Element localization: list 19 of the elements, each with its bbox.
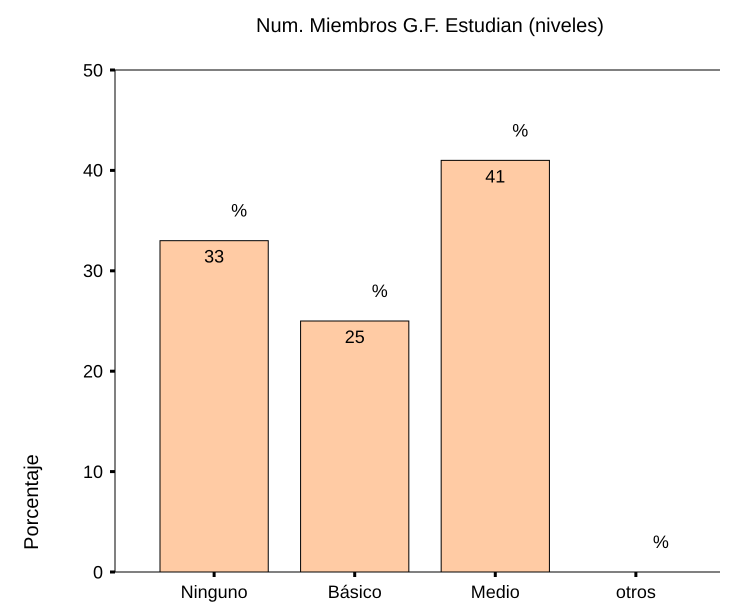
y-tick-label: 20 — [82, 362, 103, 382]
chart-title: Num. Miembros G.F. Estudian (niveles) — [256, 15, 604, 37]
y-tick-label: 0 — [92, 562, 103, 582]
y-axis-title: Porcentaje — [21, 454, 43, 550]
x-tick-label: Medio — [470, 582, 520, 602]
x-tick-label: Básico — [328, 582, 382, 602]
x-tick-label: otros — [616, 582, 656, 602]
data-label: 33 — [204, 246, 224, 267]
annotation: % — [652, 532, 669, 552]
data-label: 25 — [344, 327, 365, 347]
annotation: % — [512, 120, 528, 140]
data-label: 41 — [485, 166, 506, 186]
y-tick-label: 40 — [82, 160, 103, 181]
y-tick-label: 30 — [82, 261, 103, 282]
y-tick-label: 10 — [82, 462, 103, 482]
annotation: % — [231, 200, 248, 221]
x-tick-label: Ninguno — [180, 582, 248, 602]
y-tick-label: 50 — [82, 60, 103, 80]
annotation: % — [372, 281, 388, 301]
